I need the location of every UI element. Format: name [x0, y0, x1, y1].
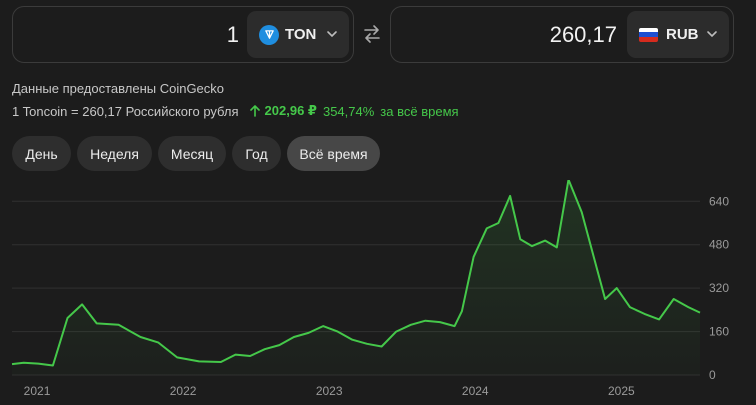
arrow-up-icon: [249, 105, 260, 117]
tab-year[interactable]: Год: [232, 136, 281, 171]
tab-month[interactable]: Месяц: [158, 136, 226, 171]
to-amount-input[interactable]: 260,17: [549, 21, 617, 47]
chevron-down-icon: [327, 31, 337, 38]
from-currency-select[interactable]: TON: [247, 11, 349, 58]
y-tick-label: 160: [709, 325, 729, 339]
rate-text: 1 Toncoin = 260,17 Российского рубля: [12, 103, 239, 119]
tab-week[interactable]: Неделя: [77, 136, 152, 171]
data-source-text: Данные предоставлены CoinGecko: [12, 81, 225, 96]
ton-coin-icon: [259, 24, 279, 45]
x-tick-label: 2021: [24, 384, 51, 398]
tab-day[interactable]: День: [12, 136, 71, 171]
from-amount-box[interactable]: 1 TON: [12, 6, 354, 63]
y-tick-label: 320: [709, 281, 729, 295]
y-tick-label: 640: [709, 194, 729, 208]
y-tick-label: 480: [709, 238, 729, 252]
price-chart: 0 160 320 480 640 2021 2022 2023 2024 2025: [11, 180, 729, 398]
price-line: [11, 180, 701, 367]
x-tick-label: 2022: [170, 384, 197, 398]
from-amount-input[interactable]: 1: [226, 21, 239, 47]
period-tabs: День Неделя Месяц Год Всё время: [12, 136, 386, 171]
rate-change-abs: 202,96 ₽: [264, 103, 317, 118]
x-tick-label: 2025: [608, 384, 635, 398]
x-tick-label: 2023: [316, 384, 343, 398]
price-area: [12, 180, 700, 375]
tab-all-time[interactable]: Всё время: [287, 136, 380, 171]
x-tick-label: 2024: [462, 384, 489, 398]
chevron-down-icon: [707, 31, 717, 38]
rate-summary: 1 Toncoin = 260,17 Российского рубля 202…: [12, 103, 459, 119]
rate-change-pct: 354,74%: [322, 103, 375, 119]
to-currency-select[interactable]: RUB: [627, 11, 729, 58]
russia-flag-icon: [639, 27, 658, 42]
rate-change-period: за всё время: [380, 103, 459, 119]
from-currency-label: TON: [285, 26, 317, 43]
swap-arrows-icon[interactable]: [362, 24, 382, 44]
to-currency-label: RUB: [666, 26, 699, 43]
to-amount-box[interactable]: 260,17 RUB: [390, 6, 734, 63]
y-tick-label: 0: [709, 368, 716, 382]
